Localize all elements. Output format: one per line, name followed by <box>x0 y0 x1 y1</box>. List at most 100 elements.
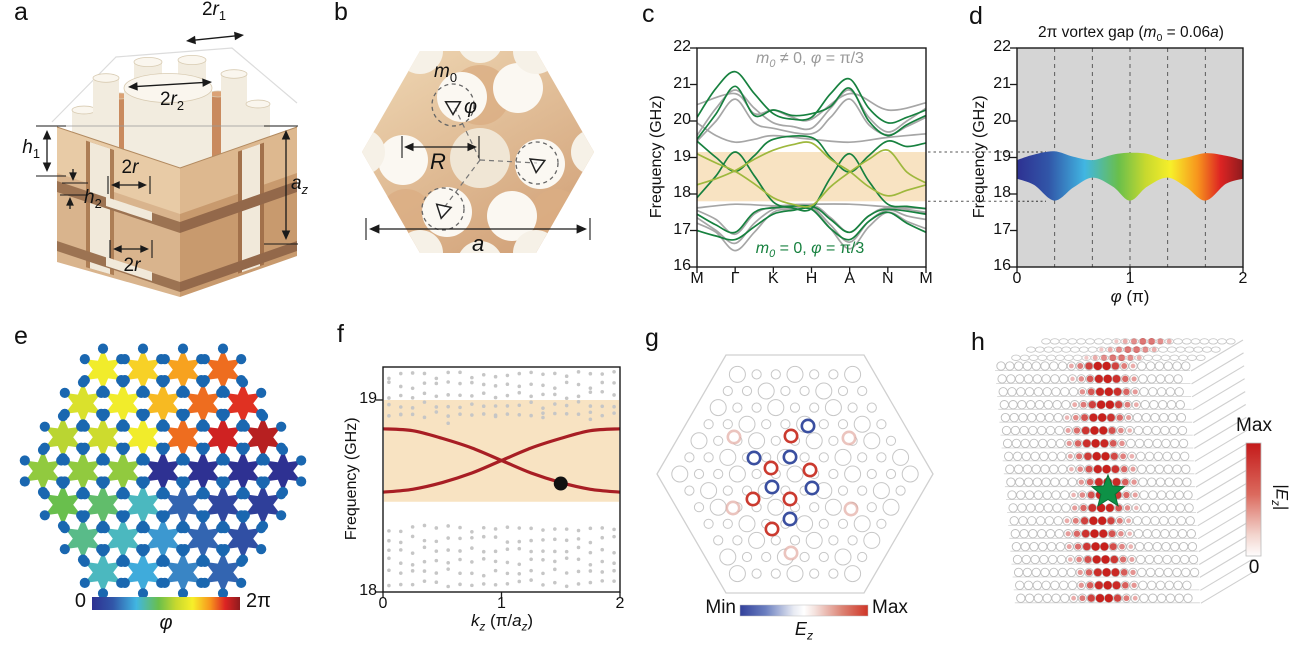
lattice-ring <box>1183 593 1193 603</box>
field-dot <box>1094 478 1103 487</box>
bulk-dot <box>434 558 439 563</box>
panel-letter-a: a <box>14 0 28 26</box>
field-dot <box>1109 354 1117 362</box>
lattice-ring <box>1067 477 1078 487</box>
bulk-dot <box>446 414 450 418</box>
cluster-dot <box>236 577 247 589</box>
cluster-dot <box>217 411 229 422</box>
label-part: 2 <box>94 195 102 211</box>
label-part: z <box>806 628 814 643</box>
lattice-rod <box>748 432 766 450</box>
bulk-dot <box>434 571 439 575</box>
bulk-dot <box>481 582 486 586</box>
cluster-dot <box>97 546 109 557</box>
lattice-rod <box>738 415 756 433</box>
field-dot <box>1123 491 1130 499</box>
lattice-rod <box>780 419 791 430</box>
bulk-dot <box>470 546 474 550</box>
bulk-dot <box>387 396 391 400</box>
lattice-ring <box>1184 346 1195 353</box>
bulk-dot <box>470 394 474 398</box>
bulk-dot <box>470 571 474 576</box>
cluster-dot <box>199 354 210 365</box>
lattice-ring <box>1136 554 1146 565</box>
field-dot <box>1101 555 1110 564</box>
field-dot <box>1127 428 1132 433</box>
field-dot <box>1078 582 1084 588</box>
arrow-head <box>281 130 291 140</box>
bulk-dot <box>458 393 462 398</box>
lattice-ring <box>1032 477 1042 487</box>
bulk-dot <box>612 534 616 539</box>
lattice-ring <box>1061 503 1071 513</box>
lattice-ring <box>1156 387 1167 397</box>
bulk-dot <box>529 538 533 543</box>
bulk-dot <box>529 549 533 554</box>
label-part: a <box>1210 24 1219 41</box>
vortex-cluster <box>124 416 162 459</box>
band-curve <box>697 148 926 208</box>
field-dot <box>1078 479 1084 485</box>
field-dot <box>1064 415 1070 420</box>
lattice-ring <box>1166 346 1177 353</box>
side-hatch <box>1200 558 1253 591</box>
label-part: m <box>1143 24 1157 41</box>
label-part: R <box>430 149 446 174</box>
bulk-dot <box>553 559 557 564</box>
lattice-ring <box>1132 412 1143 423</box>
bulk-dot <box>588 404 593 408</box>
side-hatch <box>1198 520 1251 553</box>
field-dot <box>1139 338 1147 345</box>
label-R: R <box>430 149 446 174</box>
lattice-ring <box>1037 425 1047 436</box>
bulk-dot <box>387 583 391 588</box>
lattice-rod <box>876 419 887 430</box>
lattice-ring <box>1076 338 1087 345</box>
cluster-dot <box>119 421 130 432</box>
lattice-rod <box>770 568 781 579</box>
label-part: φ <box>811 240 822 257</box>
field-dot <box>1132 492 1138 498</box>
h-cbar-min: 0 <box>1248 557 1260 578</box>
lattice-ring <box>1067 338 1078 345</box>
bulk-dot <box>398 540 403 545</box>
label-part: = 0.06 <box>1162 24 1211 41</box>
cluster-dot <box>179 387 190 398</box>
lattice-ring <box>1060 593 1070 603</box>
lattice-ring <box>1153 554 1163 565</box>
lattice-ring <box>1137 361 1147 371</box>
f-xtick: 0 <box>378 595 388 612</box>
lattice-rod <box>863 432 881 450</box>
lattice-ring <box>1050 580 1060 590</box>
cluster-dot <box>237 512 249 523</box>
field-dot <box>1151 347 1157 353</box>
lattice-ring <box>1155 477 1166 487</box>
lattice-rod <box>818 452 829 463</box>
bulk-dot <box>446 536 450 540</box>
lattice-rod <box>713 535 724 546</box>
lattice-ring <box>1174 387 1184 397</box>
dielectric-rod-top <box>133 56 163 68</box>
lattice-ring <box>1138 477 1148 487</box>
cluster-dot <box>157 377 169 388</box>
arrow-head <box>576 224 587 234</box>
bulk-dot <box>588 390 593 394</box>
cluster-dot <box>259 455 270 466</box>
cluster-dot <box>117 377 129 388</box>
field-dot <box>1089 413 1098 422</box>
bulk-dot <box>410 406 415 410</box>
lattice-ring <box>1011 354 1021 361</box>
bulk-dot <box>398 371 403 376</box>
c-xtick: N <box>882 270 894 287</box>
field-dot <box>1068 363 1074 369</box>
field-dot <box>1081 426 1090 435</box>
bulk-dot <box>446 380 450 384</box>
dashed-bond <box>442 159 481 210</box>
lattice-ring <box>1138 374 1148 384</box>
field-dot <box>1080 504 1087 512</box>
cluster-dot <box>157 512 169 523</box>
lattice-rod <box>866 502 877 513</box>
lattice-ring <box>1053 412 1063 423</box>
lattice-rod <box>857 551 868 563</box>
